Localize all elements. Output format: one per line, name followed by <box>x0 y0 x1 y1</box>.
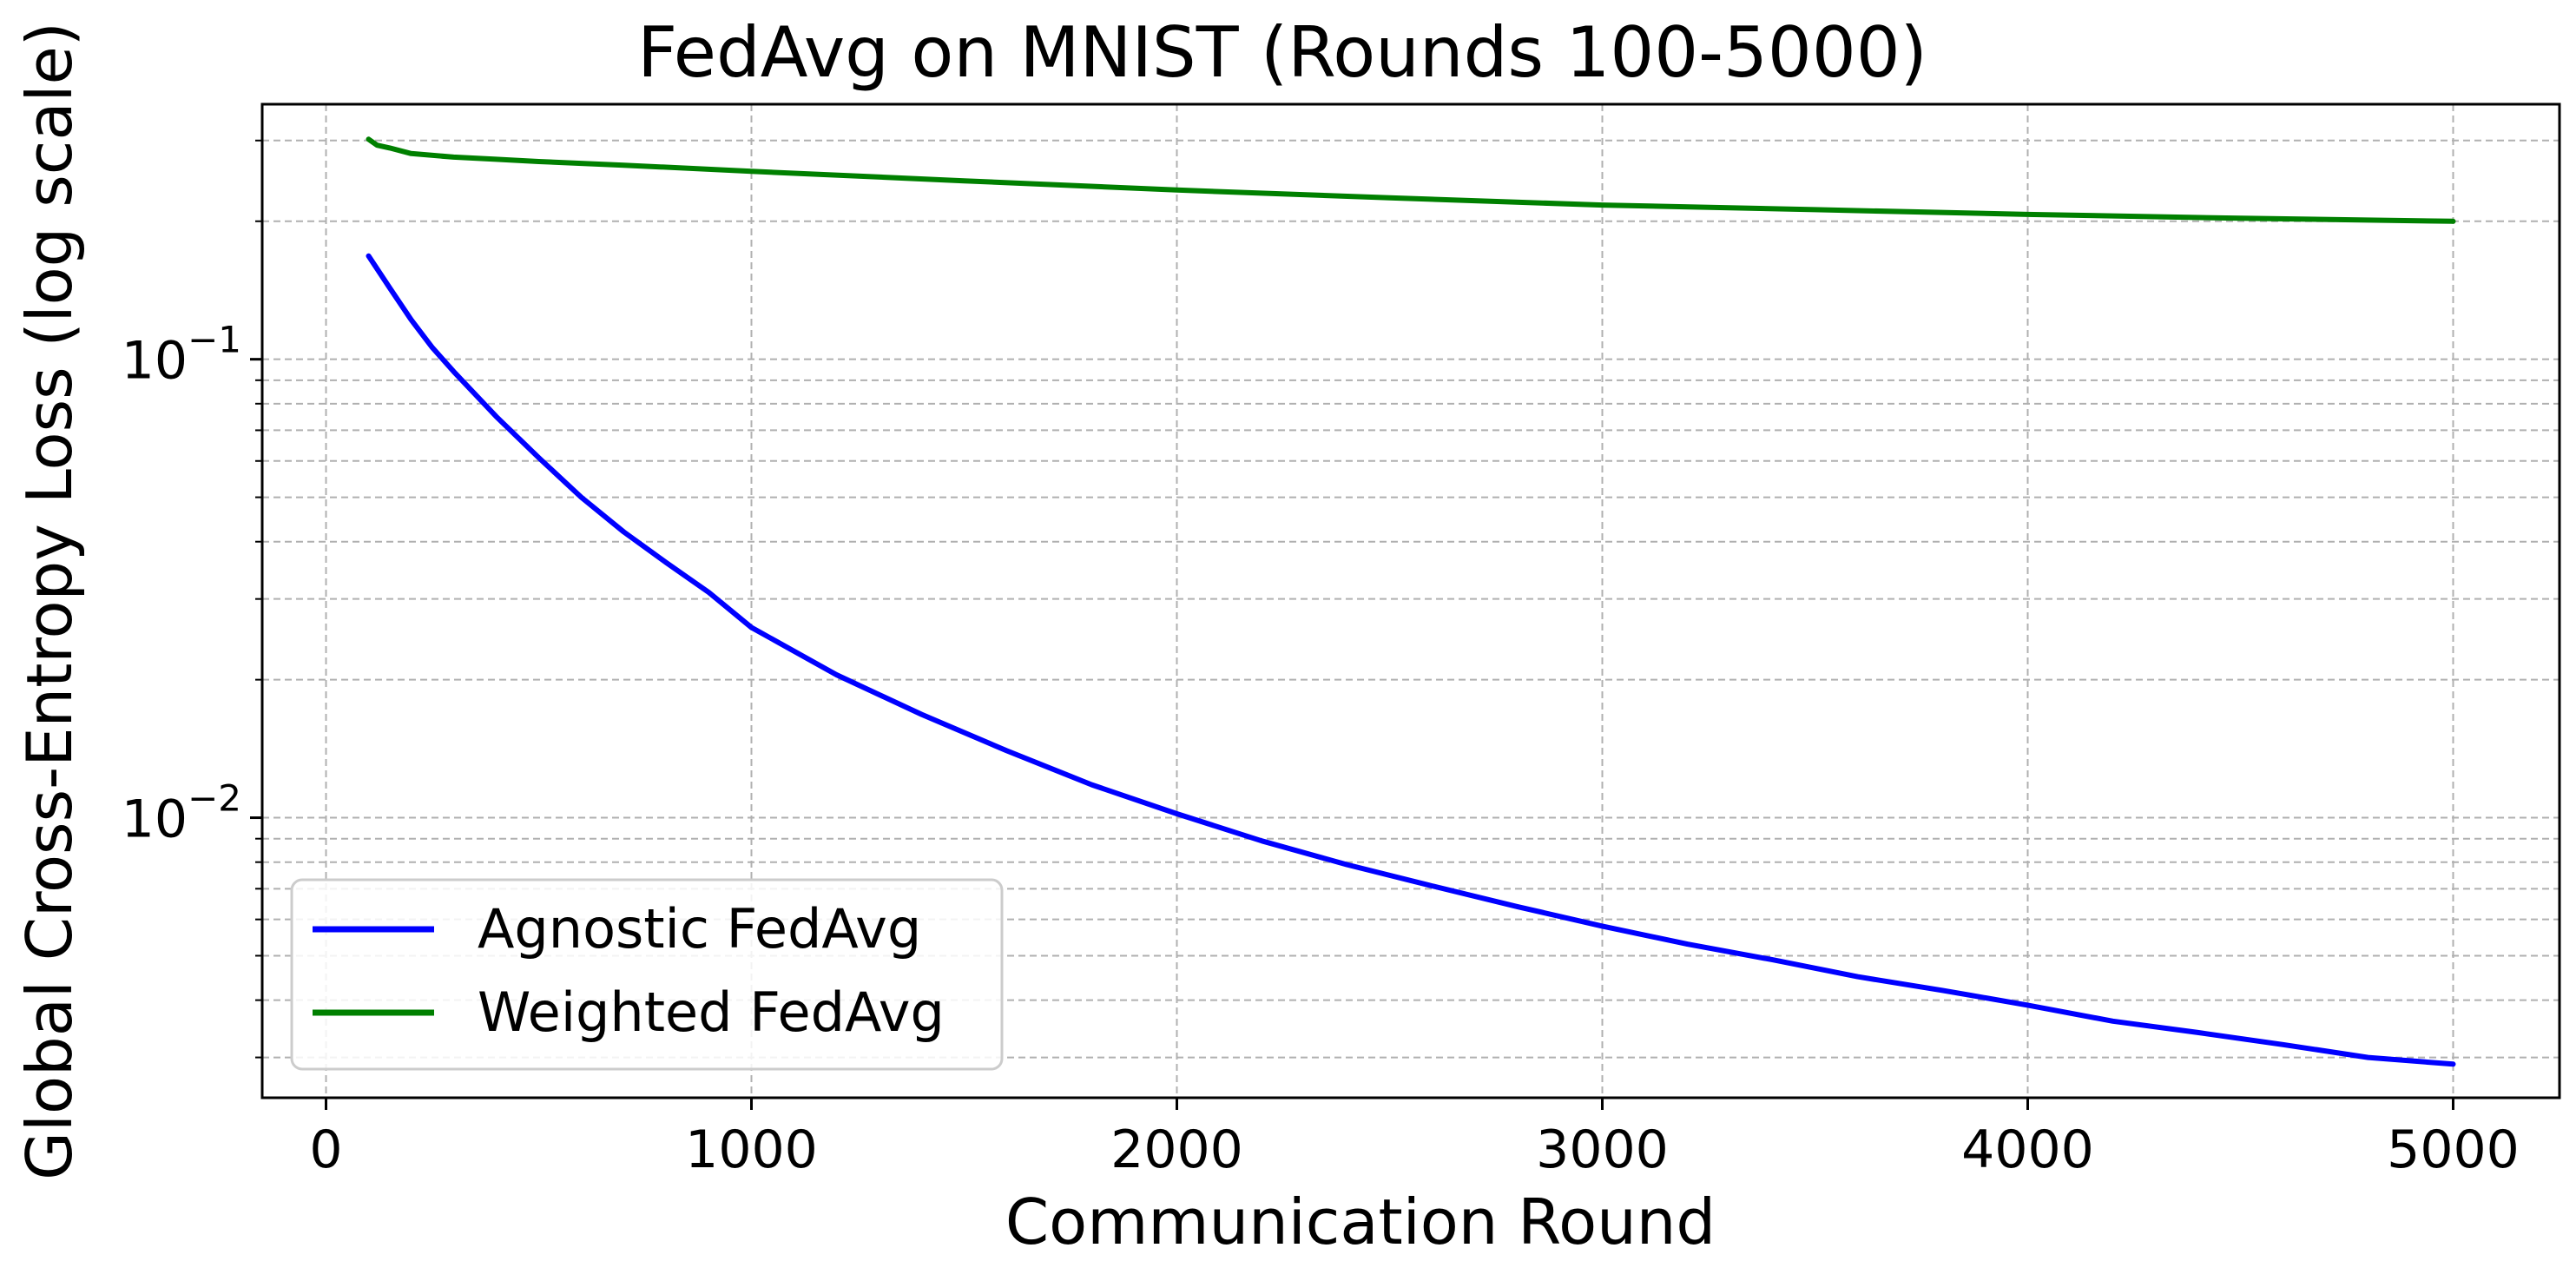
chart-title: FedAvg on MNIST (Rounds 100-5000) <box>637 12 1927 93</box>
x-tick-label: 5000 <box>2387 1119 2520 1180</box>
x-tick-label: 4000 <box>1961 1119 2094 1180</box>
x-tick-label: 1000 <box>685 1119 818 1180</box>
legend-label-weighted-fedavg: Weighted FedAvg <box>478 981 945 1044</box>
plot-frame <box>260 102 2561 1099</box>
x-axis-label: Communication Round <box>1005 1185 1716 1258</box>
y-axis-ticks: 10−1 10−2 <box>122 139 262 1059</box>
x-tick-label: 3000 <box>1536 1119 1669 1180</box>
series-line-agnostic-fedavg <box>366 253 2456 1067</box>
legend: Agnostic FedAvg Weighted FedAvg <box>290 878 1004 1071</box>
legend-label-agnostic-fedavg: Agnostic FedAvg <box>478 897 921 961</box>
series-layer <box>366 136 2456 1067</box>
legend-box <box>290 878 1004 1071</box>
series-line-weighted-fedavg <box>366 136 2456 224</box>
x-axis-ticks: 0 1000 2000 3000 4000 5000 <box>309 1098 2520 1180</box>
grid-lines <box>262 104 2560 1098</box>
y-tick-label: 10−1 <box>122 319 241 392</box>
y-tick-label: 10−2 <box>122 777 241 850</box>
x-tick-label: 2000 <box>1110 1119 1243 1180</box>
y-axis-label: Global Cross-Entropy Loss (log scale) <box>13 22 86 1180</box>
x-tick-label: 0 <box>309 1119 342 1180</box>
